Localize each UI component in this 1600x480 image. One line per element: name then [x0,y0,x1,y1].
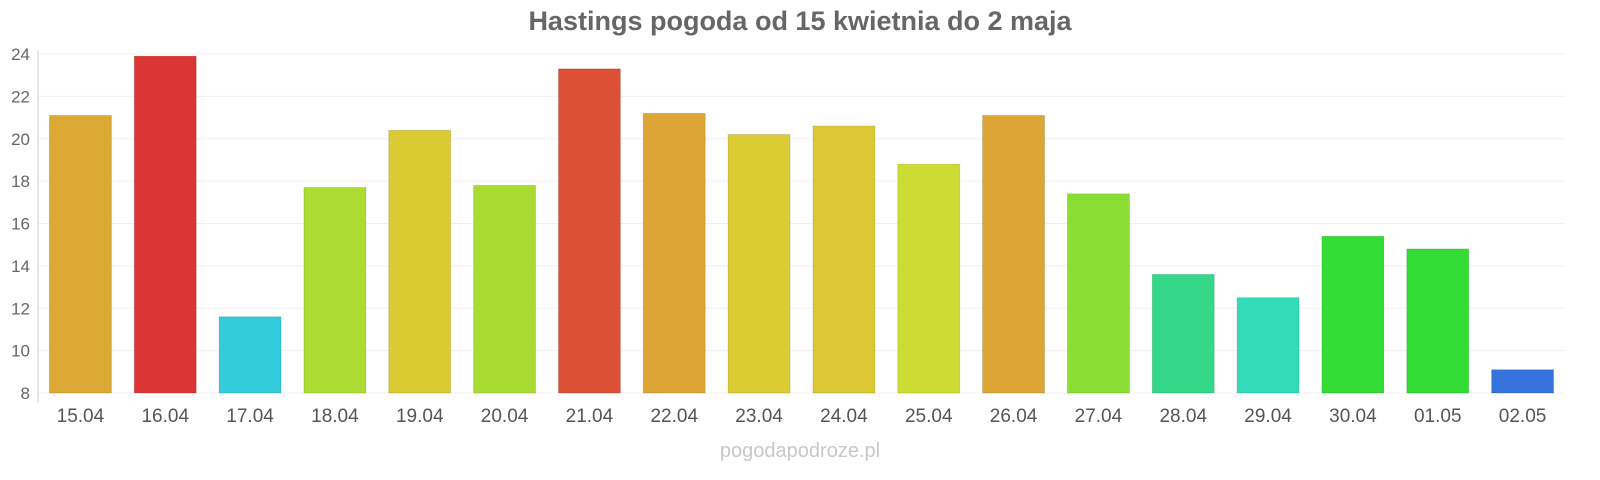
bar-30.04 [1321,235,1385,394]
bar-27.04 [1066,193,1130,394]
bar-15.04 [48,114,112,394]
y-tick-label: 16 [11,215,30,234]
x-tick-label: 24.04 [820,406,868,427]
bar-21.04 [557,68,621,394]
x-tick-label: 21.04 [566,406,614,427]
bar-17.04 [218,316,282,394]
x-tick-label: 26.04 [990,406,1038,427]
x-tick-label: 01.05 [1414,406,1462,427]
bar-01.05 [1406,248,1470,394]
x-tick-label: 16.04 [141,406,189,427]
y-tick-label: 22 [11,87,30,106]
y-tick-label: 24 [11,45,30,64]
x-tick-label: 20.04 [481,406,529,427]
x-tick-label: 17.04 [226,406,274,427]
bar-24.04 [812,125,876,394]
x-tick-label: 23.04 [735,406,783,427]
bar-16.04 [133,55,197,394]
x-tick-label: 28.04 [1159,406,1207,427]
y-tick-label: 8 [21,384,30,403]
x-tick-label: 22.04 [650,406,698,427]
bar-23.04 [727,134,791,394]
x-tick-label: 27.04 [1075,406,1123,427]
bar-02.05 [1491,369,1555,394]
y-tick-label: 10 [11,342,30,361]
y-tick-label: 14 [11,257,30,276]
bar-28.04 [1151,273,1215,394]
y-tick-label: 20 [11,130,30,149]
chart-title: Hastings pogoda od 15 kwietnia do 2 maja [528,6,1072,36]
x-tick-label: 02.05 [1499,406,1547,427]
x-tick-label: 30.04 [1329,406,1377,427]
x-tick-label: 19.04 [396,406,444,427]
x-tick-label: 18.04 [311,406,359,427]
x-tick-label: 15.04 [57,406,105,427]
x-tick-label: 29.04 [1244,406,1292,427]
bar-29.04 [1236,297,1300,394]
bar-20.04 [473,184,537,394]
bar-22.04 [642,112,706,394]
y-tick-label: 18 [11,172,30,191]
x-tick-label: 25.04 [905,406,953,427]
bar-26.04 [982,114,1046,394]
watermark: pogodapodroze.pl [719,440,881,462]
bar-18.04 [303,186,367,394]
bar-25.04 [897,163,961,394]
y-tick-label: 12 [11,299,30,318]
bar-19.04 [388,129,452,394]
